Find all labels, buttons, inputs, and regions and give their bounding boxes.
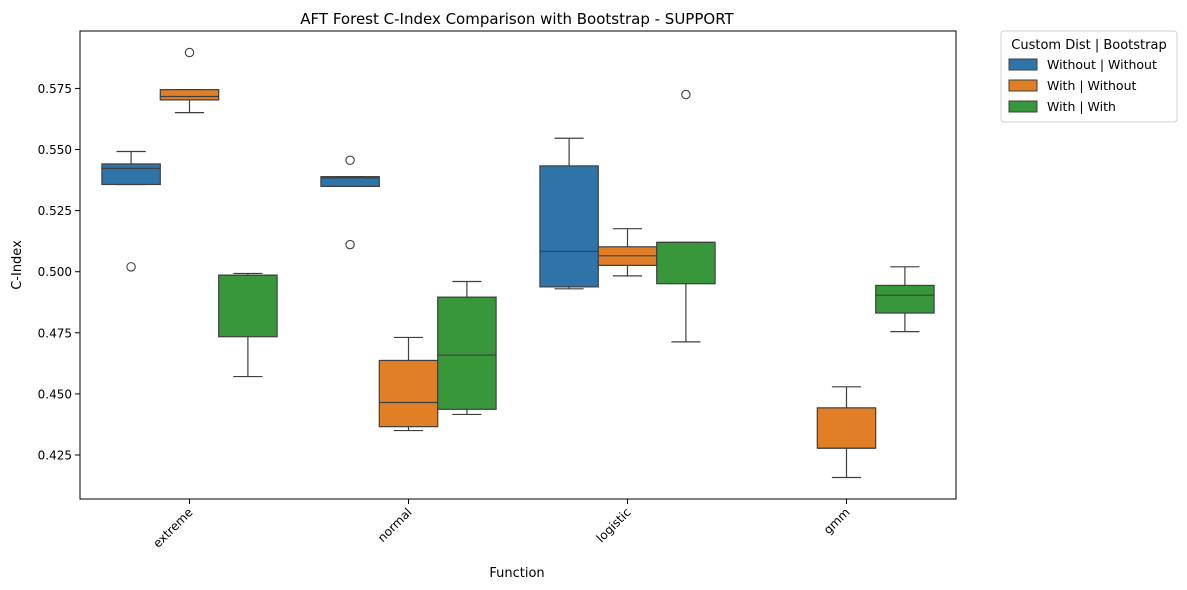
box-rect <box>437 296 497 410</box>
box-extreme-2 <box>218 272 278 378</box>
box-logistic-0 <box>539 137 599 290</box>
outlier-point <box>345 239 355 250</box>
box-logistic-1 <box>597 228 658 277</box>
y-tick-label: 0.500 <box>38 265 72 279</box>
plot-frame <box>79 30 957 500</box>
box-rect <box>539 165 599 288</box>
box-gmm-1 <box>816 386 877 479</box>
y-tick-label: 0.525 <box>38 204 72 218</box>
box-extreme-0 <box>101 150 161 272</box>
x-tick-label: extreme <box>150 505 195 550</box>
legend-label: With | Without <box>1047 78 1136 93</box>
y-tick-label: 0.425 <box>38 449 72 463</box>
x-tick-label: logistic <box>594 505 634 545</box>
legend-frame <box>1000 30 1178 123</box>
legend-swatch <box>1008 100 1038 113</box>
outlier-point <box>126 262 136 272</box>
box-rect <box>816 407 877 449</box>
x-axis: extreme normal logistic gmm <box>150 499 853 551</box>
box-rect <box>656 241 716 285</box>
legend: Custom Dist | Bootstrap Without | Withou… <box>1000 30 1178 123</box>
box-rect <box>378 359 439 428</box>
y-tick-label: 0.575 <box>38 82 72 96</box>
chart-title: AFT Forest C-Index Comparison with Boots… <box>300 10 734 28</box>
legend-label: With | With <box>1047 99 1116 114</box>
box-rect <box>875 284 935 314</box>
outlier-point <box>681 89 691 100</box>
y-tick-label: 0.550 <box>38 143 72 157</box>
plot-area <box>101 47 935 479</box>
x-axis-label: Function <box>489 566 544 581</box>
y-tick-label: 0.450 <box>38 387 72 401</box>
legend-label: Without | Without <box>1047 57 1157 72</box>
box-normal-1 <box>378 336 439 432</box>
legend-swatch <box>1008 58 1038 71</box>
y-axis-label: C-Index <box>10 240 25 290</box>
box-rect <box>159 89 220 101</box>
box-gmm-2 <box>875 266 935 333</box>
outlier-point <box>184 47 195 58</box>
box-normal-0 <box>320 155 380 250</box>
legend-swatch <box>1008 79 1038 92</box>
box-rect <box>101 163 161 186</box>
box-rect <box>320 176 380 188</box>
x-tick-label: gmm <box>821 505 853 537</box>
y-tick-label: 0.475 <box>38 326 72 340</box>
outlier-point <box>345 155 355 166</box>
x-tick-label: normal <box>375 505 415 545</box>
y-axis: 0.425 0.450 0.475 0.500 0.525 0.550 0.575 <box>38 82 80 463</box>
box-normal-2 <box>437 280 497 416</box>
legend-title: Custom Dist | Bootstrap <box>1011 38 1166 53</box>
box-logistic-2 <box>656 89 716 343</box>
box-rect <box>218 274 278 338</box>
box-extreme-1 <box>159 47 220 114</box>
